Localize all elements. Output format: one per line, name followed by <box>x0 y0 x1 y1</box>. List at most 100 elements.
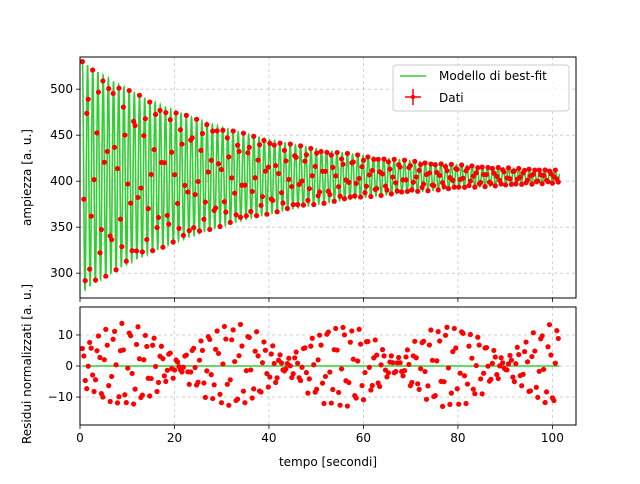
data-point <box>466 182 472 189</box>
residual-point <box>412 338 418 344</box>
data-point <box>346 179 352 186</box>
residual-series <box>79 320 561 409</box>
residual-point <box>369 382 375 389</box>
residual-point <box>321 400 327 407</box>
residual-point <box>311 362 317 368</box>
data-point <box>401 157 408 163</box>
data-point <box>154 224 160 231</box>
residual-point <box>344 403 351 409</box>
data-point <box>255 157 261 163</box>
data-point <box>126 87 132 94</box>
x-tick-label: 0 <box>76 431 84 445</box>
data-point <box>129 248 135 254</box>
data-point <box>144 236 150 243</box>
residual-point <box>476 342 482 348</box>
data-point <box>198 147 204 153</box>
data-point <box>398 189 405 195</box>
residual-point <box>172 367 178 373</box>
residual-point <box>255 353 261 359</box>
data-point <box>145 206 151 212</box>
residual-point <box>271 360 277 367</box>
data-point <box>131 118 137 124</box>
residual-point <box>258 389 264 395</box>
residual-point <box>530 330 536 336</box>
residual-point <box>252 348 258 354</box>
residual-point <box>139 392 146 398</box>
data-point <box>428 161 434 167</box>
residual-point <box>319 380 326 386</box>
residual-point <box>437 338 443 344</box>
residual-point <box>151 335 157 341</box>
residual-point <box>328 400 334 406</box>
residual-point <box>491 347 497 354</box>
data-point <box>202 199 208 205</box>
residual-point <box>409 379 415 386</box>
top-y-tick-label: 300 <box>50 266 73 280</box>
residual-point <box>183 352 189 358</box>
data-point <box>308 145 314 152</box>
residual-point <box>305 390 311 396</box>
data-point <box>98 226 104 233</box>
data-point <box>240 130 247 136</box>
data-point <box>338 156 345 162</box>
top-y-axis-label: ampiezza [a. u.] <box>20 129 34 226</box>
residual-point <box>277 352 283 358</box>
residual-point <box>84 386 90 392</box>
residual-point <box>302 345 308 351</box>
data-point <box>252 175 258 181</box>
data-point <box>205 169 211 175</box>
data-point <box>101 159 107 165</box>
residual-point <box>546 322 553 328</box>
residual-point <box>215 350 222 357</box>
data-point <box>347 194 353 200</box>
data-point <box>439 180 446 186</box>
data-point <box>217 223 223 230</box>
residual-point <box>186 381 192 387</box>
residual-point <box>485 363 491 369</box>
data-point <box>220 127 226 133</box>
data-point <box>278 190 285 196</box>
residual-point <box>158 343 165 349</box>
residual-point <box>548 352 554 358</box>
data-point <box>327 191 333 198</box>
x-tick-label: 20 <box>167 431 182 445</box>
residual-point <box>362 369 368 376</box>
data-point <box>273 162 279 169</box>
top-panel: 300 350 400 450 500 ampiezza [a. u.] Modello… <box>20 56 577 302</box>
residual-point <box>101 357 107 363</box>
data-point <box>297 143 304 149</box>
residual-point <box>136 356 143 362</box>
data-point <box>311 201 317 208</box>
residual-point <box>377 383 383 390</box>
residual-point <box>524 359 531 365</box>
legend-data-marker-icon <box>405 89 421 105</box>
data-point <box>314 150 320 156</box>
data-point <box>230 128 236 134</box>
residual-point <box>120 347 126 353</box>
bottom-y-tick-label: 0 <box>65 359 73 373</box>
data-point <box>494 173 500 179</box>
residual-point <box>131 401 137 407</box>
top-y-tick-label: 400 <box>50 174 73 188</box>
data-point <box>501 169 507 175</box>
data-point <box>110 90 116 97</box>
residual-point <box>132 386 138 392</box>
residual-point <box>384 374 390 380</box>
data-point <box>277 140 283 146</box>
data-point <box>135 194 141 201</box>
data-point <box>344 150 351 157</box>
residual-point <box>488 376 494 382</box>
residual-point <box>79 345 85 352</box>
data-point <box>450 177 456 183</box>
data-point <box>435 187 441 193</box>
residual-point <box>114 400 121 406</box>
x-tick-label: 40 <box>261 431 276 445</box>
data-point <box>113 267 119 273</box>
data-point <box>535 178 541 184</box>
residual-point <box>88 345 94 351</box>
data-point <box>169 149 175 155</box>
data-point <box>215 161 222 167</box>
data-point <box>224 135 230 141</box>
data-point <box>182 182 188 188</box>
data-point <box>371 156 377 162</box>
